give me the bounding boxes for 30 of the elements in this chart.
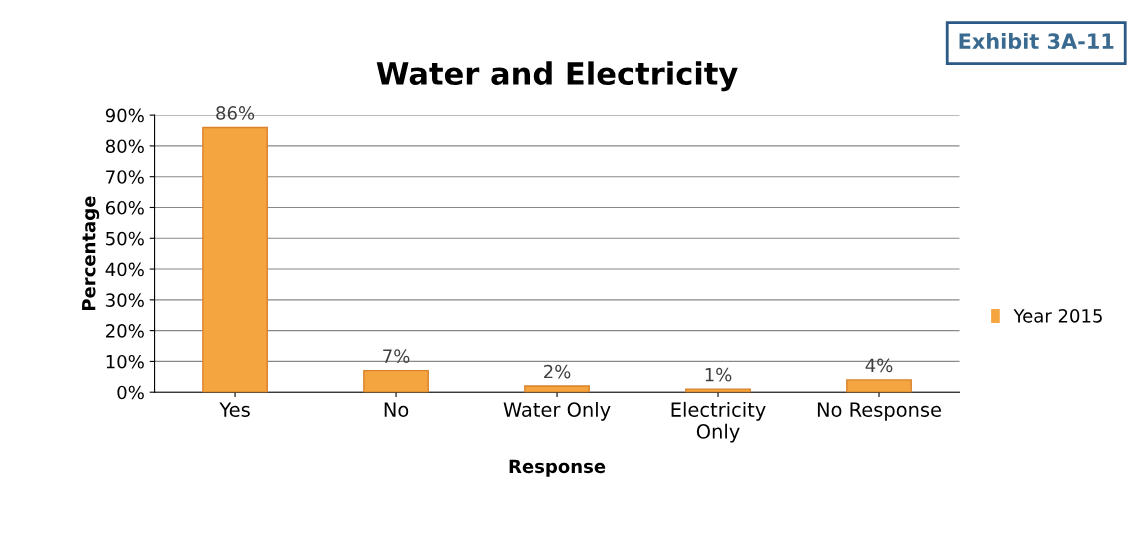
y-tick-label: 70%: [106, 170, 144, 184]
chart-title: Water and Electricity: [376, 61, 738, 92]
y-tick-label: 10%: [106, 354, 144, 369]
y-tick-label: 20%: [106, 324, 144, 338]
x-tick-label: No Response: [817, 402, 941, 421]
x-tick-label: No: [384, 402, 409, 417]
bar: [524, 385, 590, 393]
data-label: 1%: [705, 367, 732, 382]
bar: [202, 126, 268, 393]
bar: [846, 379, 912, 393]
legend-label: Year 2015: [1013, 308, 1102, 323]
data-label: 4%: [865, 358, 893, 373]
x-tick-label: Electricity Only: [671, 401, 766, 443]
y-axis-title: Percentage: [82, 196, 100, 311]
y-tick-label: 0%: [117, 385, 144, 400]
y-tick-label: 30%: [106, 293, 144, 307]
text: Exhibit 3A-11: [959, 32, 1114, 50]
y-tick-label: 60%: [105, 200, 144, 215]
y-tick-label: 90%: [105, 108, 144, 123]
x-tick-label: Yes: [219, 402, 250, 417]
data-label: 86%: [216, 106, 255, 120]
x-tick-label: Water Only: [503, 401, 611, 421]
y-tick-label: 50%: [106, 231, 144, 246]
bar: [685, 388, 751, 393]
bar: [363, 369, 429, 393]
y-tick-label: 40%: [105, 262, 144, 277]
data-label: 7%: [383, 349, 410, 363]
y-tick-label: 80%: [105, 139, 144, 154]
data-label: 2%: [544, 364, 571, 379]
x-axis-title: Response: [509, 459, 606, 477]
